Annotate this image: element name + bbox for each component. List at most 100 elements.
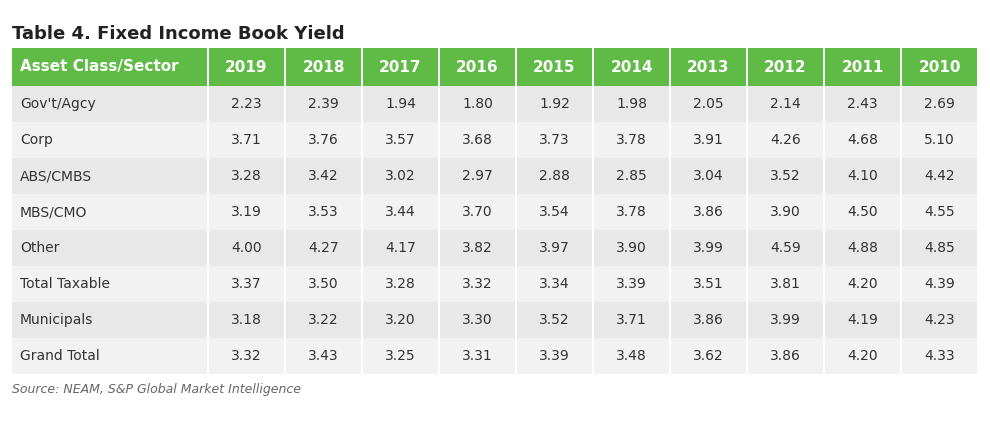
Text: 3.20: 3.20 (385, 313, 416, 327)
Text: 2018: 2018 (302, 60, 345, 75)
Bar (671, 302, 746, 338)
Bar (825, 158, 900, 194)
Bar (671, 122, 746, 158)
Text: Grand Total: Grand Total (20, 349, 100, 363)
Bar (12, 338, 207, 374)
Bar (902, 194, 977, 230)
Text: 3.02: 3.02 (385, 169, 416, 183)
Bar (12, 158, 207, 194)
Text: 2013: 2013 (687, 60, 730, 75)
Text: 3.25: 3.25 (385, 349, 416, 363)
Text: 3.51: 3.51 (693, 277, 724, 291)
Bar (825, 122, 900, 158)
Text: 1.80: 1.80 (462, 97, 493, 111)
Text: 4.23: 4.23 (925, 313, 954, 327)
Bar (825, 230, 900, 266)
Text: 3.52: 3.52 (540, 313, 570, 327)
Bar (286, 48, 361, 86)
Text: 2.88: 2.88 (540, 169, 570, 183)
Text: 3.99: 3.99 (693, 241, 724, 255)
Bar (12, 230, 207, 266)
Text: 4.85: 4.85 (924, 241, 955, 255)
Text: 4.10: 4.10 (847, 169, 878, 183)
Text: 4.17: 4.17 (385, 241, 416, 255)
Text: 3.32: 3.32 (232, 349, 261, 363)
Bar (594, 122, 669, 158)
Text: 3.97: 3.97 (540, 241, 570, 255)
Text: 4.20: 4.20 (847, 349, 878, 363)
Text: 3.86: 3.86 (770, 349, 801, 363)
Bar (517, 122, 592, 158)
Bar (594, 230, 669, 266)
Text: Total Taxable: Total Taxable (20, 277, 110, 291)
Bar (209, 122, 284, 158)
Text: 3.39: 3.39 (616, 277, 646, 291)
Text: 3.70: 3.70 (462, 205, 493, 219)
Text: 3.78: 3.78 (616, 133, 646, 147)
Bar (671, 158, 746, 194)
Text: 3.50: 3.50 (308, 277, 339, 291)
Text: 3.32: 3.32 (462, 277, 493, 291)
Text: 4.26: 4.26 (770, 133, 801, 147)
Text: 2019: 2019 (226, 60, 267, 75)
Bar (902, 266, 977, 302)
Bar (363, 302, 438, 338)
Text: 2016: 2016 (456, 60, 499, 75)
Bar (825, 266, 900, 302)
Text: 3.91: 3.91 (693, 133, 724, 147)
Text: 3.04: 3.04 (693, 169, 724, 183)
Bar (748, 86, 823, 122)
Bar (671, 338, 746, 374)
Bar (440, 266, 515, 302)
Bar (748, 338, 823, 374)
Text: 2.14: 2.14 (770, 97, 801, 111)
Text: 3.44: 3.44 (385, 205, 416, 219)
Text: 1.92: 1.92 (540, 97, 570, 111)
Text: 3.99: 3.99 (770, 313, 801, 327)
Bar (363, 122, 438, 158)
Bar (902, 338, 977, 374)
Text: 2015: 2015 (534, 60, 576, 75)
Bar (440, 302, 515, 338)
Text: 5.10: 5.10 (924, 133, 955, 147)
Text: 3.30: 3.30 (462, 313, 493, 327)
Bar (748, 266, 823, 302)
Bar (594, 194, 669, 230)
Bar (209, 230, 284, 266)
Bar (209, 302, 284, 338)
Text: 3.71: 3.71 (231, 133, 262, 147)
Bar (286, 230, 361, 266)
Text: 3.86: 3.86 (693, 313, 724, 327)
Text: 3.62: 3.62 (693, 349, 724, 363)
Text: 2.39: 2.39 (308, 97, 339, 111)
Text: 3.37: 3.37 (232, 277, 261, 291)
Bar (209, 194, 284, 230)
Text: Municipals: Municipals (20, 313, 93, 327)
Bar (517, 194, 592, 230)
Bar (671, 86, 746, 122)
Bar (748, 158, 823, 194)
Text: Table 4. Fixed Income Book Yield: Table 4. Fixed Income Book Yield (12, 25, 345, 43)
Bar (594, 86, 669, 122)
Text: 3.34: 3.34 (540, 277, 570, 291)
Bar (825, 302, 900, 338)
Text: 3.19: 3.19 (231, 205, 262, 219)
Bar (286, 338, 361, 374)
Bar (671, 230, 746, 266)
Text: 2.85: 2.85 (616, 169, 646, 183)
Text: Corp: Corp (20, 133, 52, 147)
Text: 2.97: 2.97 (462, 169, 493, 183)
Text: Gov't/Agcy: Gov't/Agcy (20, 97, 96, 111)
Bar (440, 230, 515, 266)
Bar (440, 158, 515, 194)
Bar (594, 158, 669, 194)
Bar (517, 338, 592, 374)
Text: 3.86: 3.86 (693, 205, 724, 219)
Bar (748, 230, 823, 266)
Text: 3.39: 3.39 (540, 349, 570, 363)
Text: 1.98: 1.98 (616, 97, 647, 111)
Text: 4.27: 4.27 (308, 241, 339, 255)
Text: 4.33: 4.33 (925, 349, 954, 363)
Bar (363, 230, 438, 266)
Bar (209, 48, 284, 86)
